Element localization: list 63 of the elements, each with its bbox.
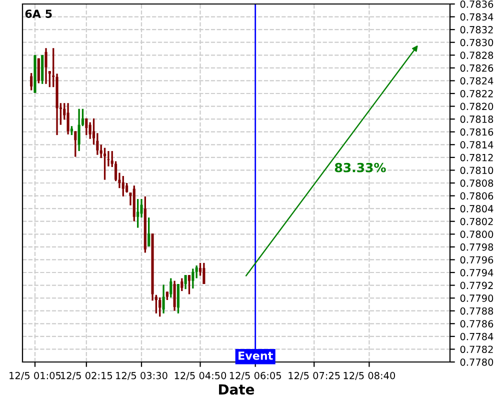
- candlestick: [173, 280, 176, 312]
- y-tick-label: 0.7836: [460, 0, 494, 8]
- y-tick-label: 0.7812: [460, 154, 493, 162]
- candlestick: [154, 294, 158, 314]
- y-tick-label: 0.7806: [460, 192, 494, 200]
- annotation: 83.33%: [334, 162, 386, 172]
- x-axis-title: Date: [219, 384, 254, 395]
- y-tick-label: 0.7826: [460, 64, 494, 72]
- y-tick-label: 0.7824: [460, 77, 494, 85]
- candlestick: [122, 175, 124, 198]
- candlestick: [30, 72, 33, 92]
- candlestick: [184, 274, 187, 290]
- candlestick: [136, 198, 140, 229]
- y-tick-label: 0.7784: [460, 332, 494, 340]
- y-tick-label: 0.7804: [460, 205, 494, 212]
- ref-line-label: Event: [238, 352, 273, 360]
- candlestick: [176, 283, 180, 314]
- y-tick-label: 0.7780: [460, 358, 494, 366]
- candlestick: [192, 268, 194, 290]
- x-tick-label: 12/5 02:15: [61, 372, 112, 380]
- candlestick: [37, 58, 40, 84]
- y-tick-label: 0.7788: [460, 307, 494, 315]
- y-tick-label: 0.7818: [460, 116, 494, 123]
- y-tick-label: 0.7810: [460, 166, 494, 174]
- candlestick: [74, 130, 77, 158]
- x-tick-label: 12/5 03:30: [116, 372, 168, 380]
- y-tick-label: 0.7792: [460, 282, 493, 290]
- candlestick: [158, 296, 162, 318]
- candlestick: [148, 216, 150, 248]
- candlestick: [78, 108, 80, 152]
- candlestick: [44, 47, 48, 85]
- y-tick-label: 0.7834: [460, 13, 494, 21]
- candlestick: [202, 262, 206, 285]
- y-tick-label: 0.7786: [460, 320, 494, 328]
- candlestick: [162, 284, 165, 314]
- y-tick-label: 0.7828: [460, 52, 494, 59]
- candlestick: [188, 274, 191, 296]
- x-tick-label: 12/5 04:50: [174, 372, 226, 380]
- y-tick-label: 0.7800: [460, 230, 494, 238]
- y-tick-label: 0.7790: [460, 294, 494, 302]
- y-tick-label: 0.7802: [460, 218, 493, 226]
- y-tick-label: 0.7830: [460, 38, 494, 46]
- candlestick: [85, 118, 88, 136]
- candlestick: [180, 277, 184, 292]
- y-tick-label: 0.7796: [460, 256, 494, 264]
- y-tick-label: 0.7808: [460, 179, 494, 187]
- candlestick: [170, 277, 172, 298]
- y-tick-label: 0.7832: [460, 26, 493, 34]
- chart-title: 6A 5: [25, 10, 52, 18]
- x-tick-label: 12/5 01:05: [10, 372, 61, 380]
- candlestick: [103, 147, 106, 181]
- y-tick-label: 0.7782: [460, 346, 493, 354]
- x-tick-label: 12/5 06:05: [230, 372, 281, 380]
- candlestick: [195, 264, 198, 280]
- y-tick-label: 0.7798: [460, 243, 494, 251]
- y-tick-label: 0.7814: [460, 141, 494, 148]
- y-tick-label: 0.7822: [460, 90, 493, 98]
- y-tick-label: 0.7794: [460, 268, 494, 276]
- x-tick-label: 12/5 07:25: [288, 372, 340, 380]
- y-tick-label: 0.7816: [460, 128, 494, 136]
- y-tick-label: 0.7820: [460, 102, 494, 110]
- candlestick: [66, 102, 70, 136]
- x-tick-label: 12/5 08:40: [344, 372, 396, 380]
